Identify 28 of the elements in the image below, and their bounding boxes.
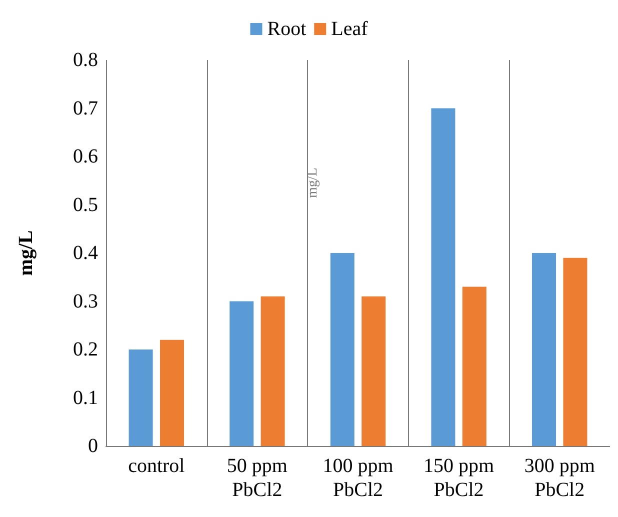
bar bbox=[330, 253, 354, 446]
x-tick-label: 300 ppm PbCl2 bbox=[524, 455, 596, 501]
bar bbox=[563, 258, 588, 446]
legend-label: Leaf bbox=[331, 18, 368, 40]
legend-label: Root bbox=[267, 18, 307, 40]
x-tick-label: 150 ppm PbCl2 bbox=[424, 455, 495, 501]
x-tick-label: control bbox=[128, 455, 186, 477]
bar bbox=[230, 301, 254, 446]
bar bbox=[260, 296, 285, 446]
bar bbox=[362, 296, 386, 446]
y-tick-label: 0.2 bbox=[73, 338, 98, 360]
y-tick-label: 0.4 bbox=[73, 242, 98, 264]
y-tick-label: 0.8 bbox=[73, 49, 98, 71]
bar bbox=[431, 108, 456, 446]
y-axis-title: mg/L bbox=[15, 230, 37, 276]
y-tick-label: 0.3 bbox=[73, 290, 98, 312]
bar bbox=[532, 253, 556, 446]
bar bbox=[128, 350, 153, 446]
bar bbox=[160, 340, 184, 446]
y-tick-label: 0.6 bbox=[73, 146, 98, 168]
annotation: mg/L bbox=[306, 168, 320, 198]
y-tick-label: 0.5 bbox=[73, 194, 98, 216]
y-tick-label: 0.7 bbox=[73, 97, 98, 120]
y-tick-label: 0 bbox=[88, 435, 98, 457]
x-tick-label: 100 ppm PbCl2 bbox=[322, 455, 394, 501]
x-tick-label: 50 ppm PbCl2 bbox=[226, 455, 288, 501]
y-tick-label: 0.1 bbox=[73, 386, 98, 409]
bar bbox=[462, 286, 486, 446]
